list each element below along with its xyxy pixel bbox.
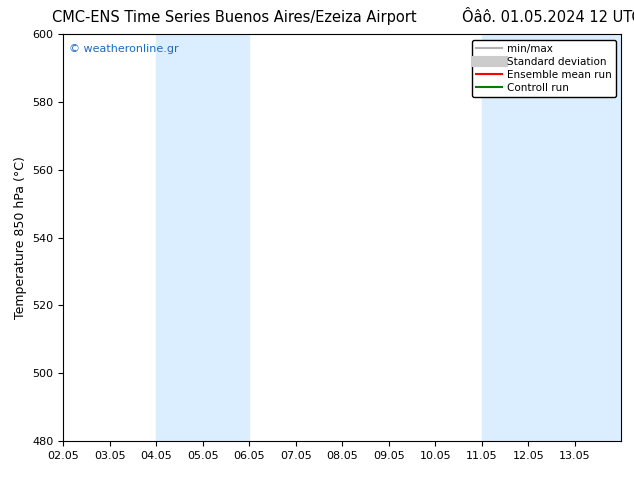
Text: CMC-ENS Time Series Buenos Aires/Ezeiza Airport: CMC-ENS Time Series Buenos Aires/Ezeiza … (52, 10, 417, 25)
Text: © weatheronline.gr: © weatheronline.gr (69, 45, 179, 54)
Y-axis label: Temperature 850 hPa (°C): Temperature 850 hPa (°C) (14, 156, 27, 319)
Legend: min/max, Standard deviation, Ensemble mean run, Controll run: min/max, Standard deviation, Ensemble me… (472, 40, 616, 97)
Bar (157, 34, 249, 441)
Bar (482, 34, 621, 441)
Text: Ôâô. 01.05.2024 12 UTC: Ôâô. 01.05.2024 12 UTC (462, 10, 634, 25)
